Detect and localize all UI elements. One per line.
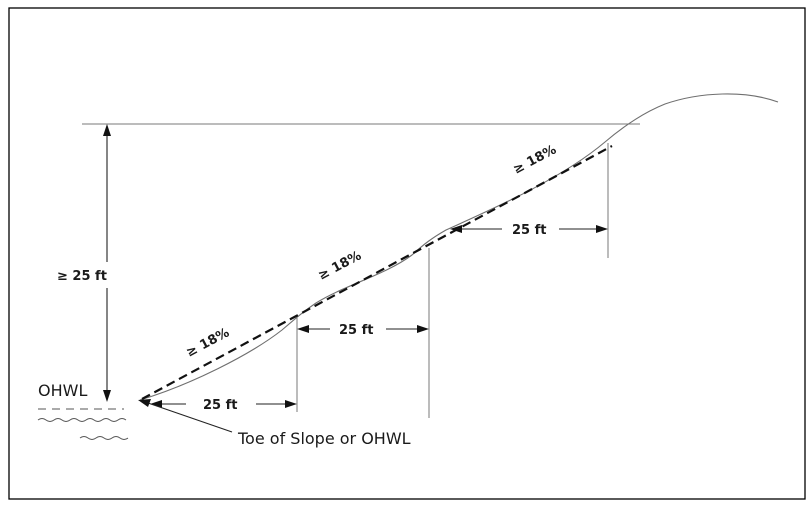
ground-profile: [139, 93, 779, 401]
toe-leader-line: [147, 402, 233, 433]
run-label-upper: 25 ft: [512, 223, 547, 238]
slope-label-upper: ≥ 18%: [511, 142, 559, 177]
run-dimension-lower: [150, 400, 297, 408]
height-label: ≥ 25 ft: [57, 269, 107, 284]
ohwl-label: OHWL: [38, 381, 87, 400]
run-label-lower: 25 ft: [203, 398, 238, 413]
dashed-slope-line: [141, 145, 613, 400]
diagram-frame: [8, 7, 806, 500]
run-dimension-upper: [450, 225, 608, 233]
slope-label-lower: ≥ 18%: [184, 325, 232, 360]
run-label-middle: 25 ft: [339, 323, 374, 338]
toe-label: Toe of Slope or OHWL: [237, 429, 411, 448]
water-waves-top: [37, 418, 127, 422]
toe-leader-arrow: [138, 399, 151, 407]
slope-label-middle: ≥ 18%: [316, 248, 364, 283]
water-waves-bottom: [79, 436, 129, 440]
run-dimension-middle: [297, 325, 429, 333]
height-dimension: [103, 124, 111, 402]
